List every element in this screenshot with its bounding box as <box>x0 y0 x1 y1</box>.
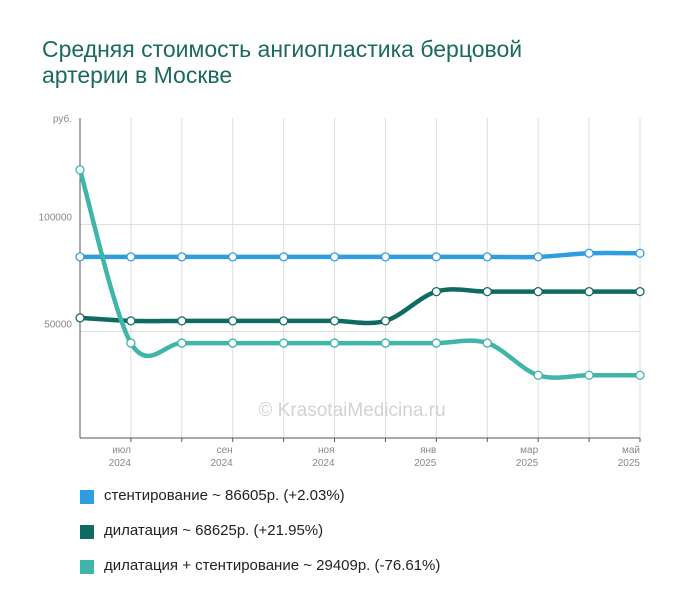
data-point <box>533 370 543 380</box>
data-point <box>75 313 85 323</box>
x-tick-label-month: ноя <box>318 445 335 456</box>
data-point <box>126 338 136 348</box>
legend-label: дилатация ~ 68625р. (+21.95%) <box>104 522 324 539</box>
data-point <box>177 252 187 262</box>
x-tick-label-year: 2025 <box>618 458 641 469</box>
x-tick-label-year: 2024 <box>210 458 233 469</box>
legend-swatch <box>80 525 94 539</box>
axes: 50000 100000 руб. июл 2024 сен 2024 ноя 2024 янв 2… <box>39 113 641 469</box>
data-point <box>228 316 238 326</box>
data-point <box>482 252 492 262</box>
legend-label: дилатация + стентирование ~ 29409р. (-76… <box>104 557 441 574</box>
data-point <box>431 338 442 348</box>
data-point <box>228 338 238 348</box>
data-point <box>329 338 340 348</box>
data-point <box>584 248 594 258</box>
data-point <box>278 338 289 348</box>
x-tick-label-month: июл <box>112 445 131 456</box>
data-point <box>380 316 391 326</box>
data-point <box>431 286 442 297</box>
data-point <box>533 252 543 262</box>
x-tick-label-month: мар <box>520 445 538 456</box>
x-tick-label-year: 2025 <box>516 458 539 469</box>
data-point <box>75 165 85 175</box>
legend-swatch <box>80 490 94 504</box>
x-tick-label-month: янв <box>420 445 436 456</box>
series <box>75 165 645 380</box>
series-line-1 <box>77 287 643 326</box>
data-point <box>584 370 594 380</box>
data-point <box>635 286 645 297</box>
y-tick-label: 100000 <box>39 213 73 224</box>
series-line-2 <box>77 167 643 380</box>
data-point <box>278 316 289 326</box>
data-point <box>584 286 594 297</box>
data-point <box>533 286 543 297</box>
data-point <box>482 286 492 297</box>
chart-title: Средняя стоимость ангиопластика берцовой… <box>42 36 523 88</box>
data-point <box>635 370 645 380</box>
grid <box>79 118 641 438</box>
data-point <box>177 316 187 326</box>
data-point <box>380 338 391 348</box>
data-point <box>635 248 645 258</box>
data-point <box>380 252 391 262</box>
data-point <box>126 252 136 262</box>
data-point <box>329 252 340 262</box>
y-axis-unit-label: руб. <box>53 113 72 125</box>
watermark: © KrasotaiMedicina.ru <box>258 400 445 421</box>
legend-swatch <box>80 560 94 574</box>
line-chart: © KrasotaiMedicina.ru 50000 100000 руб. июл… <box>39 113 645 469</box>
data-point <box>228 252 238 262</box>
data-point <box>177 338 187 348</box>
x-tick-label-month: май <box>622 445 640 456</box>
x-tick-label-year: 2025 <box>414 458 437 469</box>
data-point <box>329 316 340 326</box>
data-point <box>431 252 442 262</box>
x-tick-label-year: 2024 <box>312 458 335 469</box>
data-point <box>75 252 85 262</box>
series-line-0 <box>77 250 643 260</box>
legend-label: стентирование ~ 86605р. (+2.03%) <box>104 487 345 504</box>
data-point <box>482 338 492 348</box>
data-point <box>126 316 136 326</box>
x-tick-label-year: 2024 <box>109 458 132 469</box>
x-tick-label-month: сен <box>217 445 233 456</box>
y-tick-label: 50000 <box>44 319 72 330</box>
data-point <box>278 252 289 262</box>
